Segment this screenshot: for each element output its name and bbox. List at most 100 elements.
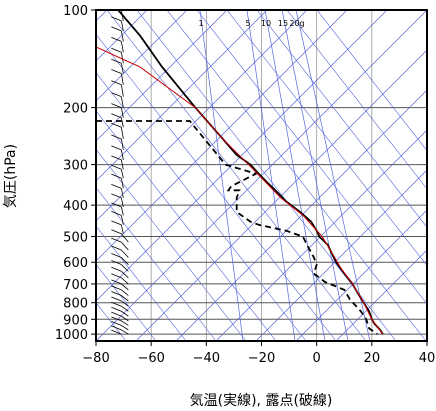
y-tick-label: 200: [63, 102, 88, 117]
wind-barb: [111, 245, 122, 251]
wind-barb-shaft: [120, 73, 124, 85]
wind-barb: [111, 164, 122, 170]
y-tick-label: 900: [63, 313, 88, 328]
wind-barb-shaft: [120, 20, 124, 31]
y-tick-label: 100: [63, 4, 88, 19]
wind-barb: [111, 291, 122, 296]
wind-barb-shaft: [120, 127, 124, 140]
temperature-line: [117, 10, 384, 335]
x-tick-label: 40: [419, 351, 436, 366]
dewpoint-line: [96, 120, 378, 335]
y-tick-label: 800: [63, 297, 88, 312]
wind-barb: [111, 229, 122, 235]
isotherm-line: [96, 10, 388, 302]
wind-barb: [111, 69, 122, 74]
wind-barb: [111, 316, 122, 322]
x-tick-label: −40: [193, 351, 220, 366]
wind-barb-shaft: [121, 277, 129, 285]
wind-barb: [111, 26, 122, 32]
isotherm-line: [135, 49, 427, 341]
wind-barb: [111, 134, 122, 140]
wind-barb-shaft: [121, 305, 129, 312]
wind-barb: [111, 193, 122, 199]
isotherm-line: [96, 10, 268, 182]
parcel-line: [96, 46, 384, 335]
wind-barb: [111, 311, 122, 317]
wind-barbs: [111, 10, 129, 335]
mixing-ratio-label: 10: [261, 19, 271, 28]
wind-barb: [111, 325, 122, 331]
x-axis-ticks: −80 −60 −40 −20 0 20 40: [82, 341, 435, 366]
wind-barb: [111, 220, 122, 226]
wind-barb-shaft: [120, 159, 124, 170]
mixing-ratio-label: 5: [245, 19, 250, 28]
wind-barb: [111, 16, 122, 22]
wind-barb-shaft: [120, 41, 124, 53]
isotherm-line: [96, 10, 188, 102]
wind-barb: [111, 279, 122, 285]
isotherm-line: [255, 169, 427, 341]
wind-barb-shaft: [121, 289, 129, 296]
wind-barb-shaft: [120, 224, 124, 234]
profiles: [96, 10, 384, 335]
wind-barb-shaft: [121, 257, 129, 265]
isotherm-line: [96, 10, 308, 222]
wind-barb: [111, 253, 122, 258]
mixing-ratio-line: [281, 10, 349, 341]
isotherm-line: [335, 249, 427, 341]
y-tick-label: 500: [63, 231, 88, 246]
wind-barb-shaft: [121, 325, 129, 331]
wind-barb: [111, 183, 122, 189]
y-tick-label: 1000: [55, 328, 88, 343]
x-tick-label: −20: [248, 351, 275, 366]
wind-barb-shaft: [120, 84, 124, 97]
x-tick-label: −80: [82, 351, 109, 366]
wind-barb-shaft: [121, 315, 129, 322]
wind-barb-shaft: [121, 300, 129, 307]
wind-barb: [111, 202, 122, 208]
wind-barb: [111, 145, 122, 151]
wind-barb-shaft: [120, 30, 124, 42]
wind-barb-shaft: [120, 63, 124, 74]
wind-barb: [111, 306, 122, 312]
dry-adiabat-line: [106, 10, 367, 341]
wind-barb: [111, 80, 122, 86]
wind-barb-shaft: [120, 107, 124, 118]
wind-barb-shaft: [120, 188, 124, 199]
dry-adiabat-line: [96, 225, 187, 341]
wind-barb-shaft: [121, 249, 129, 258]
wind-barb: [111, 37, 122, 42]
wind-barb: [111, 210, 122, 216]
dry-adiabat-line: [96, 110, 277, 341]
mixing-ratio-label: 1: [198, 19, 203, 28]
wind-barb-shaft: [121, 320, 129, 326]
wind-barb-shaft: [121, 295, 129, 302]
dry-adiabat-line: [166, 10, 427, 341]
wind-barb: [111, 237, 122, 243]
wind-barb: [111, 173, 122, 179]
wind-barb: [111, 47, 122, 53]
dry-adiabat-line: [196, 10, 427, 305]
isotherm-line: [175, 89, 427, 341]
wind-barb-shaft: [120, 138, 124, 150]
wind-barb: [111, 285, 122, 291]
wind-barb-shaft: [121, 241, 129, 251]
wind-barb-shaft: [121, 264, 129, 272]
x-tick-label: 20: [364, 351, 381, 366]
wind-barb: [111, 296, 122, 302]
isotherm-line: [295, 209, 427, 341]
dry-adiabat-line: [316, 10, 427, 152]
wind-barb: [111, 266, 122, 272]
dry-adiabat-line: [96, 72, 307, 341]
wind-barb-shaft: [121, 329, 129, 335]
dry-adiabat-line: [96, 187, 217, 341]
isotherm-line: [96, 10, 108, 22]
x-tick-label: 0: [313, 351, 321, 366]
wind-barb: [111, 103, 122, 108]
wind-barb-shaft: [120, 52, 124, 64]
wind-barb: [111, 301, 122, 307]
wind-barb-shaft: [120, 177, 124, 189]
mixing-ratio-label: 15: [278, 19, 288, 28]
